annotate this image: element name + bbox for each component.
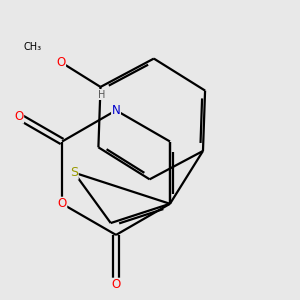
Text: O: O (56, 56, 65, 69)
Text: O: O (58, 197, 67, 210)
Text: CH₃: CH₃ (23, 42, 41, 52)
Text: H: H (98, 89, 105, 100)
Text: O: O (14, 110, 24, 123)
Text: N: N (112, 104, 120, 117)
Text: O: O (111, 278, 121, 291)
Text: S: S (70, 166, 78, 179)
